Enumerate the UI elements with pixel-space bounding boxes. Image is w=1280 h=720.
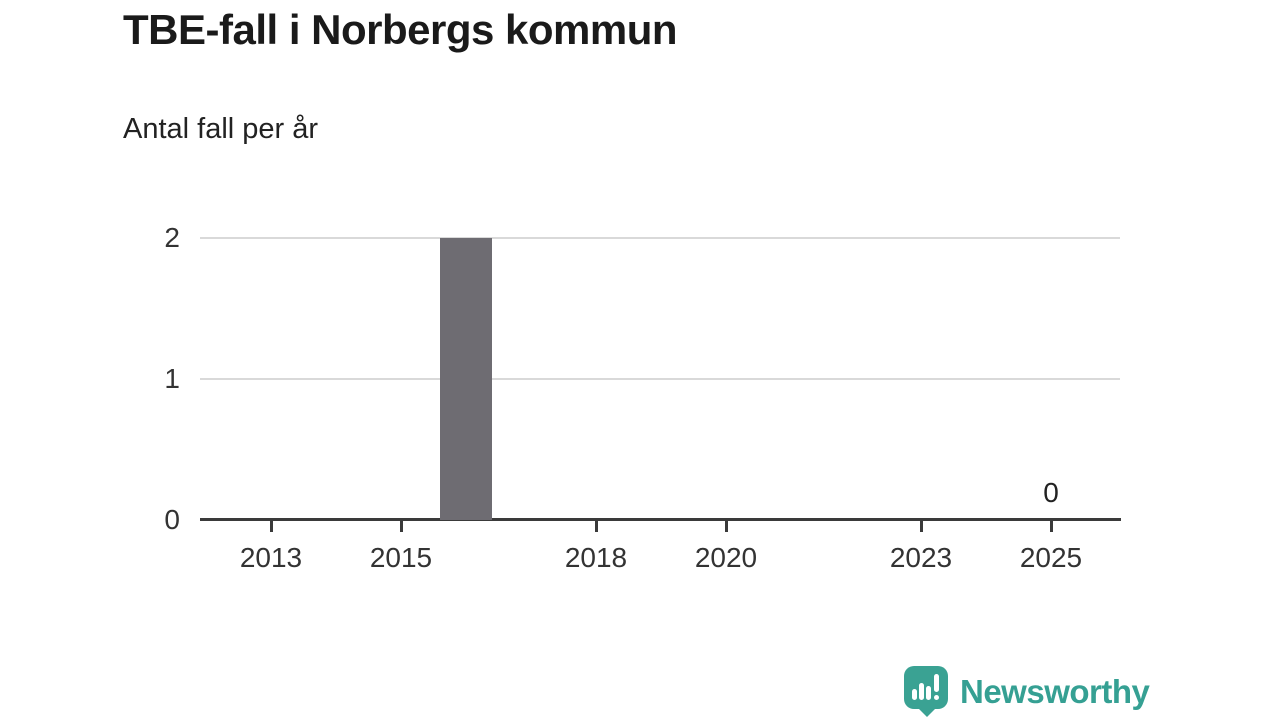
newsworthy-logo-icon [904,666,948,718]
gridline-y-2 [200,237,1120,239]
chart-subtitle: Antal fall per år [123,113,319,145]
x-tick-mark-2020 [724,521,728,532]
logo-speech-bubble-tail [918,708,936,717]
x-tick-label-2013: 2013 [239,542,303,573]
newsworthy-brand: Newsworthy [904,666,1150,718]
gridline-y-1 [200,378,1120,380]
bar-2016 [440,238,492,520]
x-tick-label-2023: 2023 [889,542,953,573]
logo-chart-bar-3 [926,686,931,700]
x-tick-label-2015: 2015 [369,542,433,573]
brand-name-text: Newsworthy [960,673,1150,710]
y-tick-label-0: 0 [164,504,180,535]
logo-chart-bar-2 [919,683,924,700]
logo-exclamation-dot [934,695,939,700]
y-tick-label-1: 1 [164,363,180,394]
x-tick-label-2020: 2020 [694,542,758,573]
chart-title: TBE-fall i Norbergs kommun [123,6,678,53]
x-tick-label-2025: 2025 [1019,542,1083,573]
y-tick-label-2: 2 [164,222,180,253]
logo-exclamation-stem [934,674,939,692]
logo-chart-bar-1 [912,689,917,700]
x-tick-mark-2018 [594,521,598,532]
x-tick-mark-2013 [269,521,273,532]
x-axis-line [200,518,1121,521]
x-tick-mark-2015 [399,521,403,532]
x-tick-mark-2023 [919,521,923,532]
x-tick-label-2018: 2018 [564,542,628,573]
bar-value-label-2025: 0 [1043,477,1059,508]
x-tick-mark-2025 [1049,521,1053,532]
